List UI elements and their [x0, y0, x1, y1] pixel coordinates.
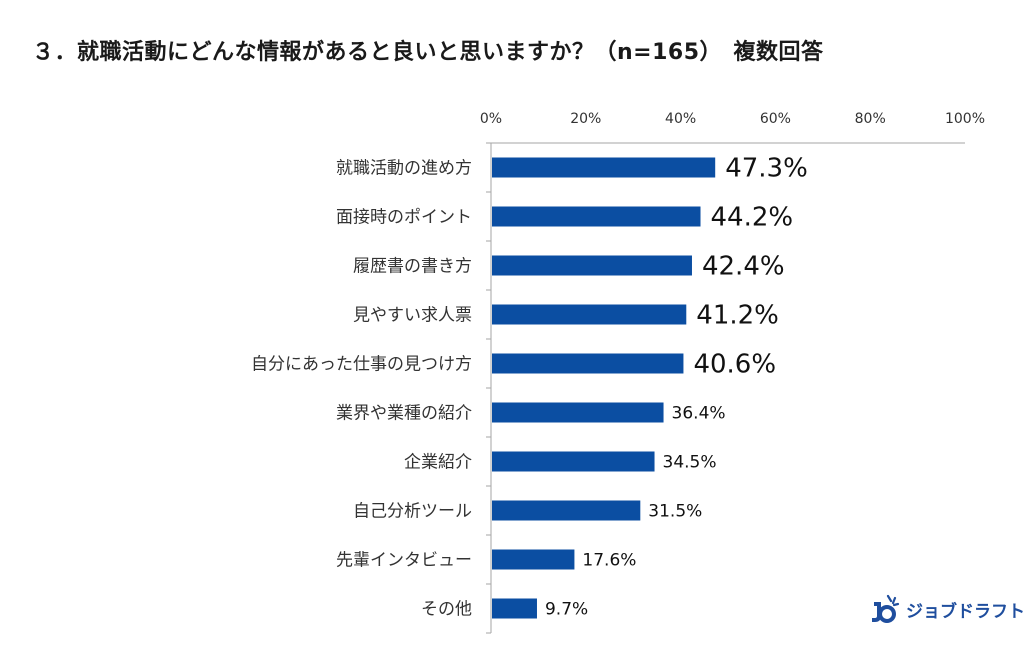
x-tick-label: 60%	[760, 111, 791, 127]
x-tick-label: 40%	[665, 111, 696, 127]
data-label: 44.2%	[711, 203, 794, 233]
bar	[492, 206, 701, 227]
category-label: その他	[421, 600, 472, 620]
data-label: 31.5%	[648, 502, 702, 522]
data-label: 17.6%	[582, 551, 636, 571]
chart-title: ３．就職活動にどんな情報があると良いと思いますか？（n=165） 複数回答	[32, 40, 824, 65]
data-label: 42.4%	[702, 252, 785, 282]
data-label: 9.7%	[545, 600, 588, 620]
bar	[492, 598, 537, 619]
bar	[492, 255, 692, 276]
x-tick-label: 100%	[945, 111, 985, 127]
category-label: 面接時のポイント	[336, 208, 472, 228]
category-label: 履歴書の書き方	[353, 257, 472, 277]
category-label: 企業紹介	[404, 453, 472, 473]
x-tick-label: 80%	[855, 111, 886, 127]
bar	[492, 402, 664, 423]
data-label: 47.3%	[725, 154, 808, 184]
category-label: 自己分析ツール	[353, 502, 472, 522]
x-tick-label: 20%	[570, 111, 601, 127]
bar	[492, 451, 655, 472]
data-label: 36.4%	[672, 404, 726, 424]
bar	[492, 157, 716, 178]
category-label: 自分にあった仕事の見つけ方	[251, 355, 472, 375]
bar	[492, 353, 684, 374]
category-label: 就職活動の進め方	[336, 159, 472, 179]
category-label: 先輩インタビュー	[336, 551, 472, 571]
bar	[492, 549, 575, 570]
category-label: 見やすい求人票	[353, 306, 472, 326]
category-label: 業界や業種の紹介	[336, 404, 472, 424]
data-label: 40.6%	[693, 350, 776, 380]
brand-name: ジョブドラフト	[906, 601, 1024, 622]
data-label: 34.5%	[663, 453, 717, 473]
bar	[492, 304, 687, 325]
brand-mark-icon	[872, 594, 900, 623]
data-label: 41.2%	[696, 301, 779, 331]
x-tick-label: 0%	[480, 111, 502, 127]
bar	[492, 500, 641, 521]
brand-logo: ジョブドラフト	[868, 592, 1024, 626]
